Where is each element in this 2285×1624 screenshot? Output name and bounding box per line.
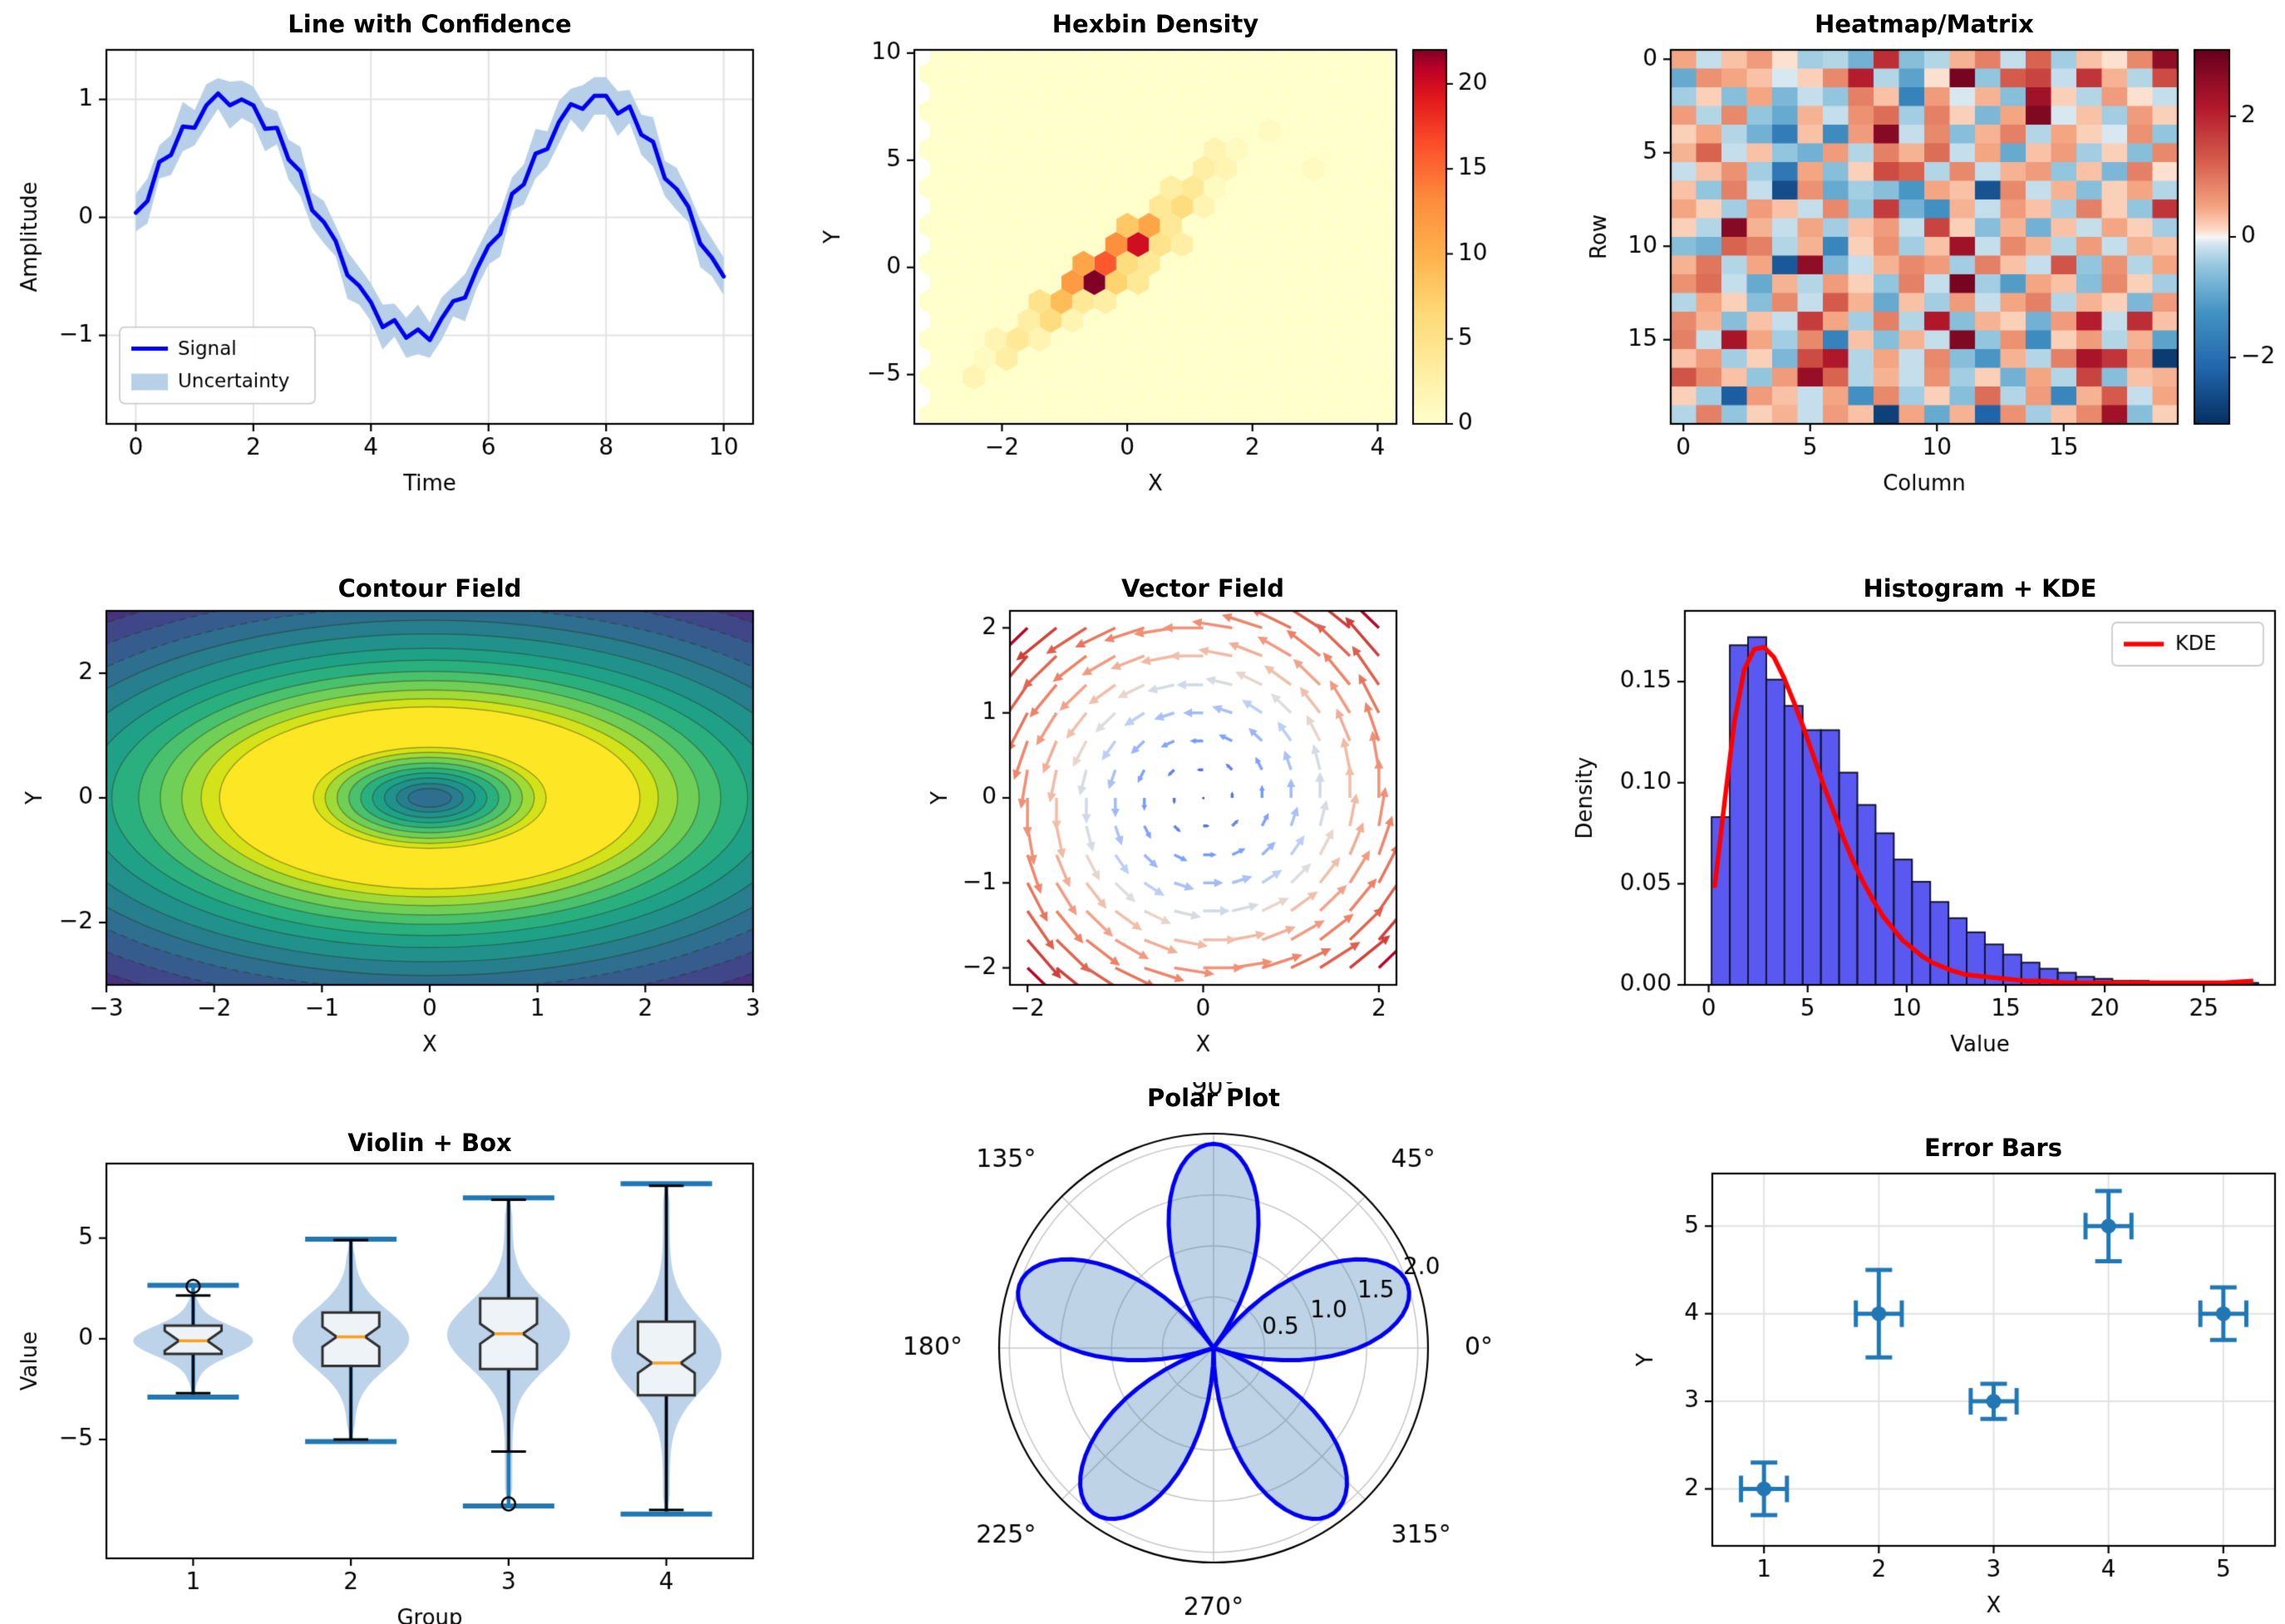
contour-title: Contour Field (337, 574, 522, 603)
heatmap-title: Heatmap/Matrix (1815, 10, 2034, 38)
histogram-canvas (1523, 541, 2285, 1082)
hexbin-canvas (761, 0, 1523, 541)
subplot-hexbin: Hexbin Density (761, 0, 1523, 541)
vector-title: Vector Field (1120, 574, 1285, 603)
heatmap-canvas (1523, 0, 2285, 541)
vector-canvas (761, 541, 1523, 1082)
subplot-errorbars: Error Bars (1523, 1082, 2285, 1624)
errorbars-canvas (1523, 1082, 2285, 1624)
polar-title: Polar Plot (1146, 1084, 1281, 1112)
subplot-histogram: Histogram + KDE (1523, 541, 2285, 1082)
line-confidence-canvas (0, 0, 761, 541)
hexbin-title: Hexbin Density (1051, 10, 1259, 38)
subplot-line-confidence: Line with Confidence (0, 0, 761, 541)
line-confidence-title: Line with Confidence (288, 10, 572, 38)
subplot-vector: Vector Field (761, 541, 1523, 1082)
violin-canvas (0, 1082, 761, 1624)
subplot-violin: Violin + Box (0, 1082, 761, 1624)
subplot-contour: Contour Field (0, 541, 761, 1082)
subplot-polar: Polar Plot (761, 1082, 1523, 1624)
violin-title: Violin + Box (347, 1129, 512, 1157)
histogram-title: Histogram + KDE (1863, 574, 2097, 603)
polar-canvas (761, 1082, 1523, 1624)
errorbars-title: Error Bars (1924, 1134, 2062, 1162)
contour-canvas (0, 541, 761, 1082)
subplot-heatmap: Heatmap/Matrix (1523, 0, 2285, 541)
